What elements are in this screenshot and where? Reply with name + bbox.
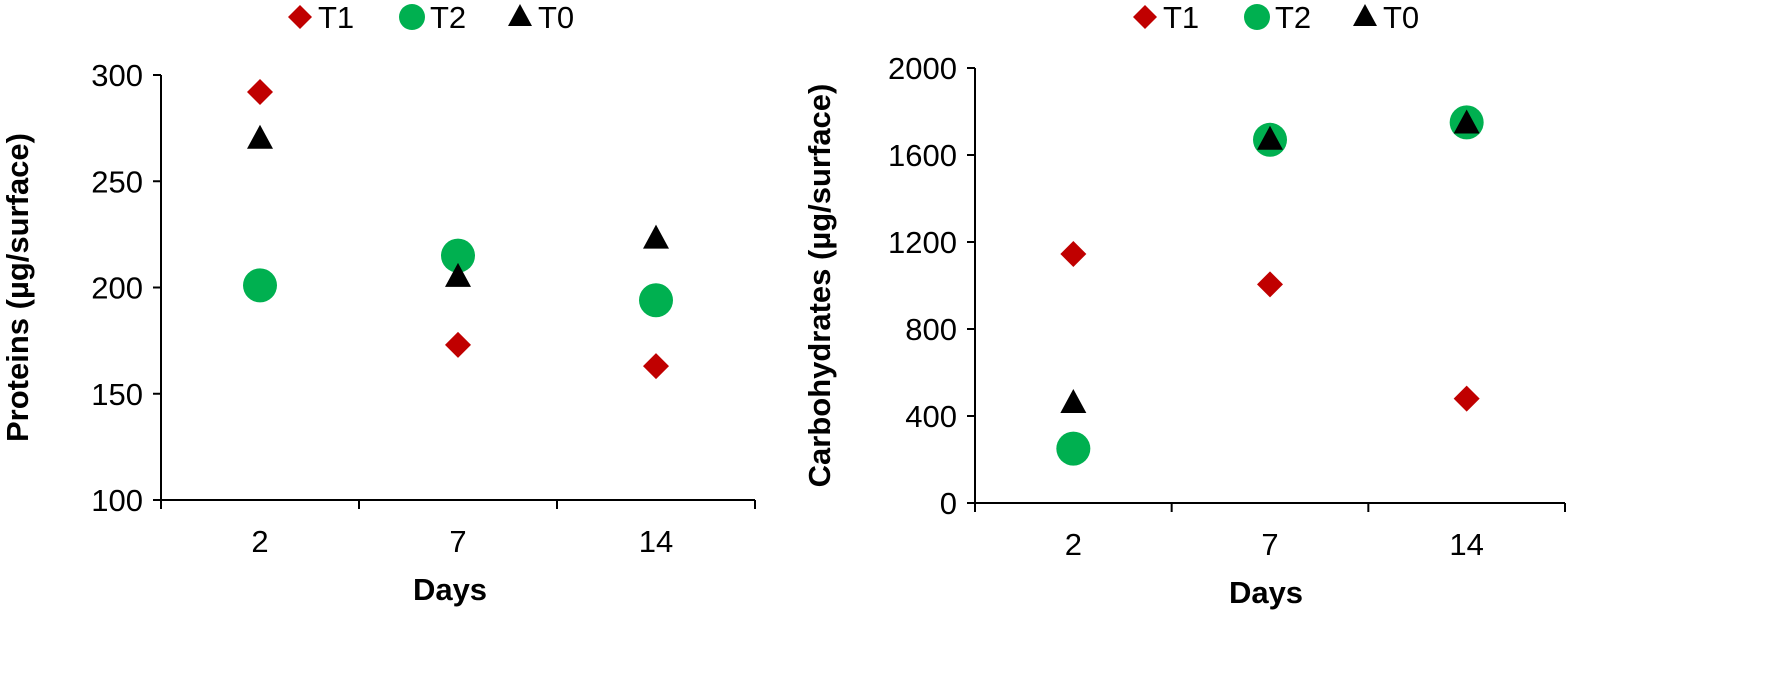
point-t2 [243, 268, 277, 303]
point-t1 [445, 331, 471, 358]
legend-label-t2: T2 [1275, 0, 1311, 35]
legend-label-t1: T1 [1163, 0, 1199, 35]
point-t0 [1257, 125, 1283, 150]
legend-label-t0: T0 [1383, 0, 1419, 35]
legend-label-t0: T0 [538, 0, 574, 35]
y-tick-label: 400 [905, 399, 957, 434]
y-tick-label: 1200 [888, 225, 957, 260]
legend-marker-t1 [1133, 5, 1157, 29]
legend-marker-t1 [288, 5, 312, 29]
point-t2 [441, 238, 475, 273]
x-tick-label: 2 [1065, 527, 1082, 562]
legend-marker-t2 [399, 4, 425, 30]
x-tick-label: 7 [1261, 527, 1278, 562]
point-t1 [247, 79, 273, 105]
point-t2 [1056, 431, 1091, 466]
legend-marker-t0 [1353, 4, 1377, 26]
point-t0 [247, 124, 273, 149]
point-t1 [1453, 385, 1480, 412]
point-t2 [639, 283, 673, 318]
point-t1 [643, 353, 669, 380]
y-tick-label: 100 [91, 483, 143, 518]
chart-2: 0 400 800 1200 1600 2000 2 7 14 Days Carbohydrates… [802, 0, 1566, 610]
y-tick-label: 150 [91, 377, 143, 412]
y-axis-title: Proteins (µg/surface) [0, 133, 35, 442]
chart-1: 100 150 200 250 300 2 7 14 Days Proteins (µg/surf… [0, 0, 756, 607]
legend-label-t2: T2 [430, 0, 466, 35]
x-tick-label: 14 [639, 524, 673, 559]
y-tick-label: 0 [940, 486, 957, 521]
x-axis-title: Days [413, 572, 487, 607]
y-tick-label: 300 [91, 58, 143, 93]
x-tick-label: 2 [251, 524, 268, 559]
point-t1 [1257, 271, 1283, 298]
y-tick-label: 2000 [888, 51, 957, 86]
x-tick-label: 14 [1449, 527, 1483, 562]
y-tick-label: 200 [91, 271, 143, 306]
point-t0 [1453, 109, 1480, 134]
x-tick-label: 7 [449, 524, 466, 559]
point-t0 [1060, 388, 1087, 413]
point-t0 [643, 224, 669, 249]
y-tick-label: 800 [905, 312, 957, 347]
x-axis-title: Days [1229, 575, 1303, 610]
legend-marker-t2 [1244, 4, 1270, 30]
y-tick-label: 1600 [888, 138, 957, 173]
y-tick-label: 250 [91, 164, 143, 199]
y-axis-title: Carbohydrates (µg/surface) [802, 84, 837, 488]
point-t1 [1060, 240, 1087, 267]
legend-label-t1: T1 [318, 0, 354, 35]
point-t0 [445, 262, 471, 287]
legend-marker-t0 [508, 4, 532, 26]
